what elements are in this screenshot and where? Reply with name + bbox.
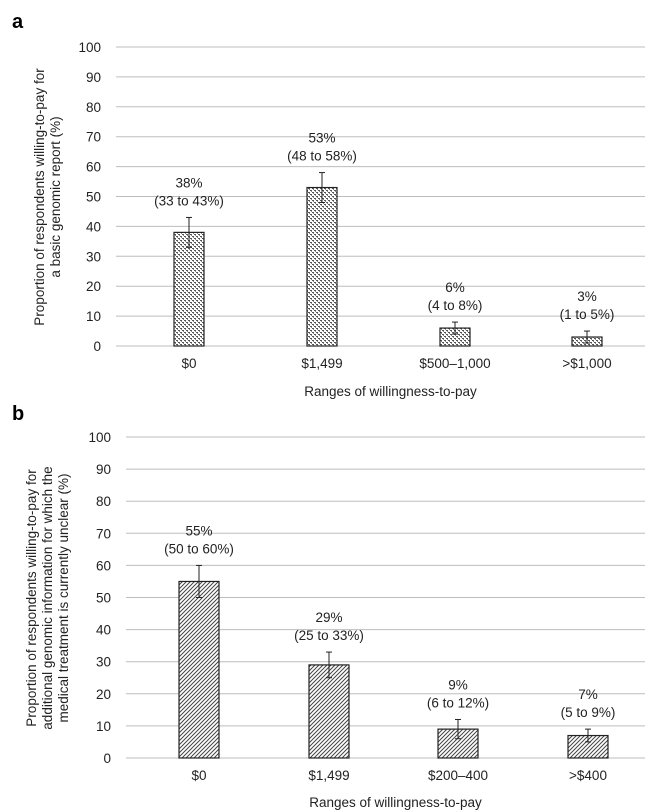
y-axis-label-a-1: a basic genomic report (%) [48, 116, 63, 277]
bar-b-1 [308, 664, 350, 759]
ci-label-a-3: (1 to 5%) [560, 307, 615, 322]
bar-a-0 [173, 231, 205, 347]
x-axis-label-a: Ranges of willingness-to-pay [304, 384, 477, 399]
y-tick-label-b: 70 [96, 526, 111, 541]
y-tick-label-a: 80 [86, 100, 101, 115]
data-label-b-3: 7% [578, 687, 598, 702]
category-label-b-1: $1,499 [308, 768, 349, 783]
y-tick-label-a: 0 [93, 339, 101, 354]
category-label-b-3: >$400 [569, 768, 607, 783]
y-tick-label-a: 20 [86, 279, 101, 294]
y-tick-label-a: 40 [86, 219, 101, 234]
y-tick-label-a: 60 [86, 160, 101, 175]
y-tick-label-b: 30 [96, 655, 111, 670]
category-label-a-3: >$1,000 [562, 356, 611, 371]
y-axis-label-b-1: additional genomic information for which… [40, 466, 55, 729]
y-tick-label-b: 60 [96, 558, 111, 573]
data-label-a-1: 53% [308, 131, 335, 146]
ci-label-b-3: (5 to 9%) [561, 705, 616, 720]
category-label-a-1: $1,499 [301, 356, 342, 371]
data-label-b-0: 55% [185, 523, 212, 538]
x-axis-label-b: Ranges of willingness-to-pay [309, 795, 482, 810]
data-label-b-2: 9% [448, 677, 468, 692]
ci-label-b-1: (25 to 33%) [294, 628, 364, 643]
category-label-b-0: $0 [191, 768, 206, 783]
y-axis-label-a-0: Proportion of respondents willing-to-pay… [32, 68, 47, 326]
y-tick-label-a: 30 [86, 249, 101, 264]
y-axis-label-b-2: medical treatment is currently unclear (… [56, 473, 71, 722]
category-label-a-0: $0 [181, 356, 196, 371]
y-tick-label-a: 100 [78, 40, 101, 55]
y-tick-label-b: 50 [96, 591, 111, 606]
ci-label-a-2: (4 to 8%) [428, 298, 483, 313]
data-label-a-2: 6% [445, 280, 465, 295]
bar-a-1 [306, 186, 338, 347]
data-label-a-0: 38% [175, 175, 202, 190]
y-tick-label-b: 90 [96, 462, 111, 477]
ci-label-b-2: (6 to 12%) [427, 695, 489, 710]
data-label-b-1: 29% [315, 610, 342, 625]
ci-label-a-0: (33 to 43%) [154, 193, 224, 208]
y-tick-label-a: 10 [86, 309, 101, 324]
y-axis-label-b-0: Proportion of respondents willing-to-pay… [24, 469, 39, 727]
panel-letter-a: a [12, 11, 24, 33]
ci-label-b-0: (50 to 60%) [164, 541, 234, 556]
category-label-b-2: $200–400 [428, 768, 488, 783]
y-tick-label-b: 100 [88, 430, 111, 445]
panel-letter-b: b [12, 403, 24, 425]
y-tick-label-b: 80 [96, 494, 111, 509]
y-tick-label-a: 70 [86, 130, 101, 145]
y-tick-label-b: 0 [103, 751, 111, 766]
y-tick-label-a: 50 [86, 190, 101, 205]
data-label-a-3: 3% [577, 289, 597, 304]
category-label-a-2: $500–1,000 [419, 356, 490, 371]
y-tick-label-b: 20 [96, 687, 111, 702]
y-tick-label-a: 90 [86, 70, 101, 85]
ci-label-a-1: (48 to 58%) [287, 149, 357, 164]
bar-b-0 [178, 580, 220, 759]
y-tick-label-b: 10 [96, 719, 111, 734]
y-tick-label-b: 40 [96, 623, 111, 638]
